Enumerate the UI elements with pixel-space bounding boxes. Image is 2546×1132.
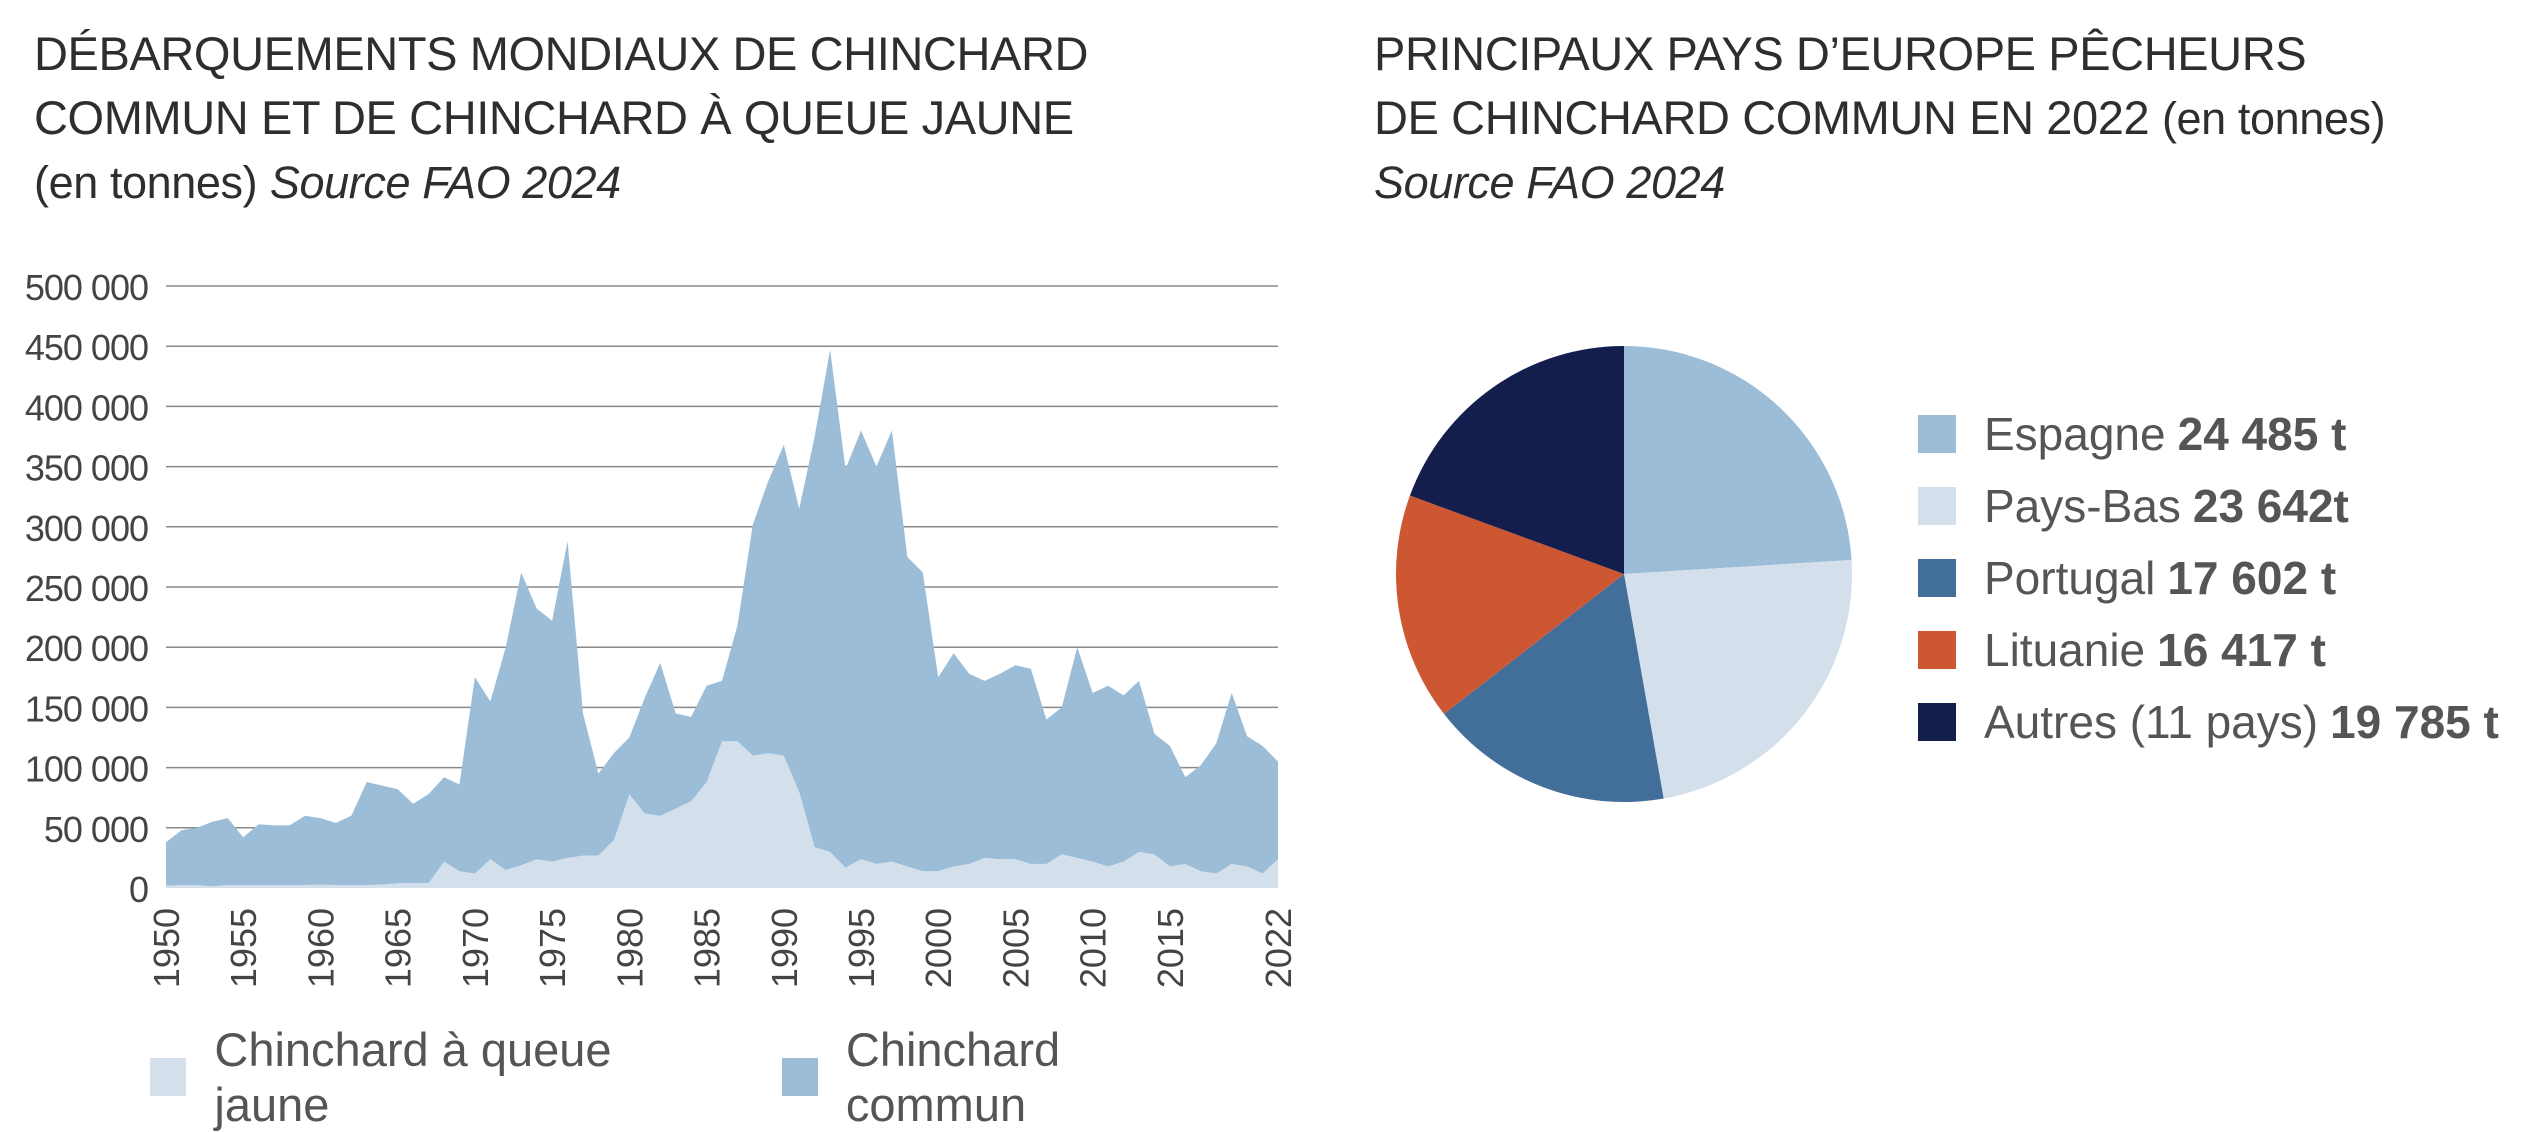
pie-legend-value: 17 602 t	[2167, 552, 2337, 604]
pie-slice-espagne	[1624, 346, 1852, 574]
legend-swatch-chinchard-commun	[781, 1058, 818, 1096]
countries-chart-panel: PRINCIPAUX PAYS D’EUROPE PÊCHEURS DE CHI…	[1360, 0, 2546, 1116]
x-tick-label: 2022	[1258, 908, 1299, 988]
x-tick-label: 2000	[918, 908, 959, 988]
countries-legend: Espagne 24 485 t Pays-Bas 23 642t Portugal 17…	[1918, 398, 2499, 758]
pie-legend-value: 23 642t	[2192, 480, 2349, 532]
x-tick-label: 1995	[841, 908, 882, 988]
x-tick-label: 1960	[300, 908, 341, 988]
x-tick-label: 1975	[532, 908, 573, 988]
landings-title-line2: COMMUN ET DE CHINCHARD À QUEUE JAUNE	[34, 91, 1074, 144]
landings-area-chart: 0 50 000 100 000 150 000 200 000 250 000 300 0…	[25, 267, 1299, 988]
y-tick-label: 250 000	[25, 568, 148, 609]
pie-legend-label: Pays-Bas	[1984, 480, 2181, 532]
x-tick-label: 1990	[764, 908, 805, 988]
landings-chart-panel: DÉBARQUEMENTS MONDIAUX DE CHINCHARD COMM…	[25, 22, 1299, 1131]
y-tick-label: 450 000	[25, 327, 148, 368]
landings-title-line1: DÉBARQUEMENTS MONDIAUX DE CHINCHARD	[34, 27, 1089, 80]
y-tick-label: 500 000	[25, 267, 148, 308]
pie-legend-item: Espagne 24 485 t	[1918, 398, 2499, 470]
series-area-chinchard-commun	[166, 349, 1278, 888]
pie-legend-value: 19 785 t	[2330, 696, 2499, 748]
x-tick-label: 1955	[223, 908, 264, 988]
y-tick-label: 200 000	[25, 628, 148, 669]
y-tick-label: 0	[129, 869, 148, 910]
y-tick-label: 400 000	[25, 387, 148, 428]
pie-slice-pays-bas	[1624, 559, 1853, 799]
y-tick-label: 350 000	[25, 448, 148, 489]
countries-title-unit: (en tonnes)	[2161, 93, 2386, 144]
pie-legend-label: Espagne	[1984, 408, 2166, 460]
pie-legend-item: Portugal 17 602 t	[1918, 542, 2499, 614]
pie-slice-autres-11-pays	[1409, 346, 1624, 574]
countries-title-source: Source FAO 2024	[1374, 157, 1725, 208]
x-tick-label: 1985	[687, 908, 728, 988]
countries-pie-chart	[1396, 346, 1853, 803]
pie-legend-swatch	[1918, 559, 1956, 597]
pie-legend-value: 16 417 t	[2157, 624, 2326, 676]
pie-legend-label: Portugal	[1984, 552, 2156, 604]
series-area-queue-jaune	[166, 741, 1278, 888]
landings-title-unit: (en tonnes)	[34, 157, 258, 208]
x-tick-label: 1950	[146, 908, 187, 988]
countries-title-line2: DE CHINCHARD COMMUN EN 2022	[1374, 91, 2150, 144]
pie-legend-item: Pays-Bas 23 642t	[1918, 470, 2499, 542]
countries-title-line1: PRINCIPAUX PAYS D’EUROPE PÊCHEURS	[1374, 27, 2307, 80]
y-tick-label: 50 000	[44, 809, 148, 850]
x-tick-label: 1965	[378, 908, 419, 988]
countries-chart-title: PRINCIPAUX PAYS D’EUROPE PÊCHEURS DE CHI…	[1374, 22, 2386, 215]
x-tick-label: 2015	[1150, 908, 1191, 988]
pie-legend-value: 24 485 t	[2177, 408, 2347, 460]
x-tick-label: 1970	[455, 908, 496, 988]
pie-legend-swatch	[1918, 703, 1956, 741]
x-tick-label: 2005	[995, 908, 1036, 988]
pie-legend-label: Lituanie	[1984, 624, 2146, 676]
x-tick-label: 1980	[609, 908, 650, 988]
legend-swatch-queue-jaune	[150, 1058, 187, 1096]
landings-title-source: Source FAO 2024	[269, 157, 621, 208]
landings-chart-title: DÉBARQUEMENTS MONDIAUX DE CHINCHARD COMM…	[34, 22, 1088, 215]
pie-legend-item: Autres (11 pays) 19 785 t	[1918, 686, 2499, 758]
x-tick-label: 2010	[1073, 908, 1114, 988]
pie-legend-item: Lituanie 16 417 t	[1918, 614, 2499, 686]
y-tick-label: 150 000	[25, 688, 148, 729]
pie-legend-swatch	[1918, 415, 1956, 453]
y-tick-label: 100 000	[25, 749, 148, 790]
pie-legend-swatch	[1918, 631, 1956, 669]
pie-slice-lituanie	[1396, 495, 1624, 714]
y-tick-label: 300 000	[25, 508, 148, 549]
pie-slice-portugal	[1443, 574, 1664, 803]
pie-legend-label: Autres (11 pays)	[1984, 696, 2319, 748]
pie-legend-swatch	[1918, 487, 1956, 525]
